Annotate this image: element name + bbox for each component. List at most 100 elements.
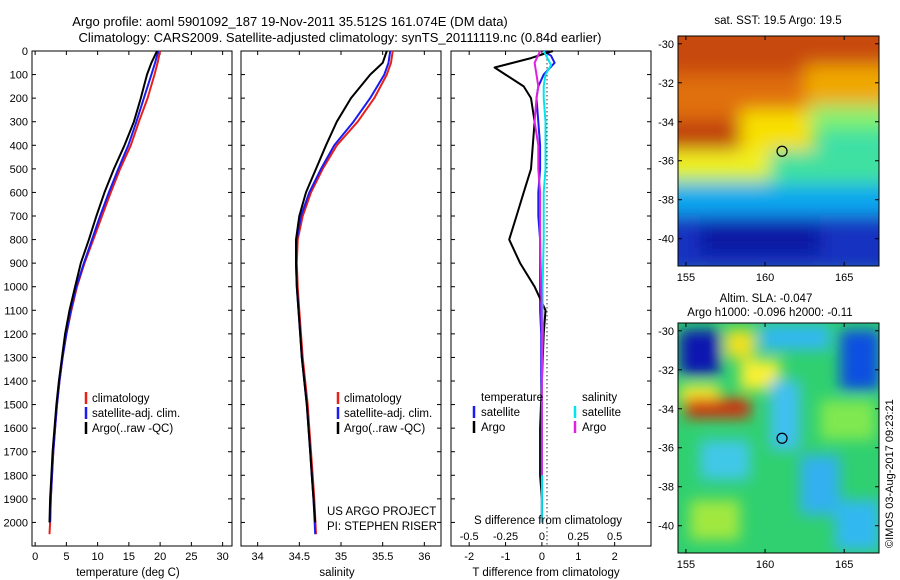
y-tick-label: 200 — [10, 93, 28, 105]
map-x-tick-label: 160 — [756, 559, 774, 571]
map-y-tick-label: -40 — [658, 521, 674, 533]
difference-legend: temperature satellite Argo salinity sate… — [472, 392, 621, 434]
map-y-tick-label: -40 — [658, 234, 674, 246]
s-difference-label: S difference from climatology — [474, 515, 622, 527]
y-tick-label: 100 — [10, 70, 28, 82]
y-tick-label: 800 — [10, 235, 28, 247]
x-tick-label: 0 — [539, 551, 545, 563]
salinity-x-label: salinity — [319, 567, 354, 579]
sla-field — [678, 323, 879, 553]
map-x-tick-label: 155 — [677, 272, 695, 284]
y-tick-label: 400 — [10, 140, 28, 152]
argo-position-marker — [776, 145, 788, 157]
map-y-tick-label: -36 — [658, 443, 674, 455]
map-y-tick-label: -34 — [658, 404, 674, 416]
sla-map-title-line1: Altim. SLA: -0.047 — [720, 293, 813, 305]
map-x-tick-label: 165 — [835, 272, 853, 284]
temperature-lines — [48, 50, 162, 535]
map-y-tick-label: -34 — [658, 117, 674, 129]
map-y-tick-label: -32 — [658, 365, 674, 377]
temperature-legend: climatology satellite-adj. clim. Argo(..… — [84, 392, 180, 435]
sla-map-axes: 155 160 165 -30 -32 -34 -36 -38 -40 — [658, 323, 879, 571]
y-tick-label: 900 — [10, 258, 28, 270]
legend-label-climatology: climatology — [344, 393, 402, 405]
legend-label-t-satellite: satellite — [481, 407, 520, 419]
y-tick-label: 1600 — [4, 423, 28, 435]
t-difference-label: T difference from climatology — [472, 567, 619, 579]
y-tick-label: 1000 — [4, 282, 28, 294]
y-tick-label: 700 — [10, 211, 28, 223]
y-tick-label: 1400 — [4, 376, 28, 388]
temperature-panel: 0100200300400500600700800900100011001200… — [4, 46, 233, 579]
y-tick-label: 600 — [10, 187, 28, 199]
series-line — [533, 50, 543, 476]
x-tick-label: 20 — [154, 551, 166, 563]
sla-map-title-line2: Argo h1000: -0.096 h2000: -0.11 — [687, 307, 852, 319]
y-tick-label: 1200 — [4, 329, 28, 341]
legend-label-argo: Argo(..raw -QC) — [344, 423, 425, 435]
series-line — [493, 50, 554, 523]
y-tick-label: 0 — [22, 46, 28, 58]
project-annotation-line1: US ARGO PROJECT — [327, 506, 436, 518]
salinity-difference-axis: -0.5 -0.25 0 0.25 0.5 — [460, 531, 623, 543]
legend-label-s-argo: Argo — [582, 422, 606, 434]
credit-text: ©IMOS 03-Aug-2017 09:23:21 — [884, 399, 896, 548]
x-tick-label: 25 — [185, 551, 197, 563]
legend-label-satellite: satellite-adj. clim. — [344, 408, 432, 420]
argo-position-marker — [776, 432, 788, 444]
project-annotation-line2: PI: STEPHEN RISER — [327, 521, 437, 533]
x-tick-label: 34.5 — [289, 551, 310, 563]
series-line — [295, 50, 388, 523]
x-tick-label: 10 — [92, 551, 104, 563]
salinity-panel: 34 34.5 35 35.5 36 salinity climatology sate… — [240, 50, 442, 579]
x-tick-label: 30 — [217, 551, 229, 563]
x-tick-label: 36 — [418, 551, 430, 563]
map-x-tick-label: 160 — [756, 272, 774, 284]
s-tick-label: -0.5 — [460, 531, 479, 543]
difference-x-axis: -2 -1 0 1 2 — [451, 50, 651, 563]
y-tick-label: 1300 — [4, 352, 28, 364]
x-tick-label: 15 — [123, 551, 135, 563]
x-tick-label: -1 — [501, 551, 511, 563]
x-tick-label: -2 — [464, 551, 474, 563]
y-tick-label: 1100 — [4, 305, 28, 317]
map-y-tick-label: -38 — [658, 195, 674, 207]
y-tick-label: 1900 — [4, 494, 28, 506]
legend-label-satellite: satellite-adj. clim. — [92, 408, 180, 420]
map-y-tick-label: -30 — [658, 39, 674, 51]
sst-map-title: sat. SST: 19.5 Argo: 19.5 — [714, 15, 841, 27]
difference-panel: -2 -1 0 1 2 -0.5 -0.25 0 0.25 0.5 S difference f… — [450, 50, 652, 579]
s-tick-label: -0.25 — [493, 531, 518, 543]
difference-lines — [493, 50, 556, 523]
map-y-tick-label: -30 — [658, 326, 674, 338]
legend-heading-temperature: temperature — [481, 392, 543, 404]
map-y-tick-label: -36 — [658, 156, 674, 168]
y-tick-label: 2000 — [4, 517, 28, 529]
legend-label-t-argo: Argo — [481, 422, 505, 434]
y-tick-label: 500 — [10, 164, 28, 176]
x-tick-label: 5 — [63, 551, 69, 563]
map-y-tick-label: -32 — [658, 78, 674, 90]
legend-heading-salinity: salinity — [582, 392, 617, 404]
x-tick-label: 2 — [612, 551, 618, 563]
map-x-tick-label: 165 — [835, 559, 853, 571]
salinity-legend: climatology satellite-adj. clim. Argo(..… — [336, 392, 432, 435]
series-line — [48, 50, 158, 523]
figure-title-line2: Climatology: CARS2009. Satellite-adjuste… — [79, 30, 602, 45]
legend-label-argo: Argo(..raw -QC) — [92, 423, 173, 435]
s-tick-label: 0 — [539, 531, 545, 543]
x-tick-label: 35.5 — [372, 551, 393, 563]
y-tick-label: 1800 — [4, 470, 28, 482]
y-tick-label: 1500 — [4, 400, 28, 412]
x-tick-label: 34 — [252, 551, 264, 563]
legend-label-climatology: climatology — [92, 393, 150, 405]
salinity-x-axis: 34 34.5 35 35.5 36 — [241, 50, 441, 563]
map-y-tick-label: -38 — [658, 482, 674, 494]
y-tick-label: 300 — [10, 117, 28, 129]
x-tick-label: 0 — [32, 551, 38, 563]
sst-field — [678, 36, 879, 266]
x-tick-label: 35 — [335, 551, 347, 563]
s-tick-label: 0.25 — [568, 531, 589, 543]
s-tick-label: 0.5 — [607, 531, 622, 543]
